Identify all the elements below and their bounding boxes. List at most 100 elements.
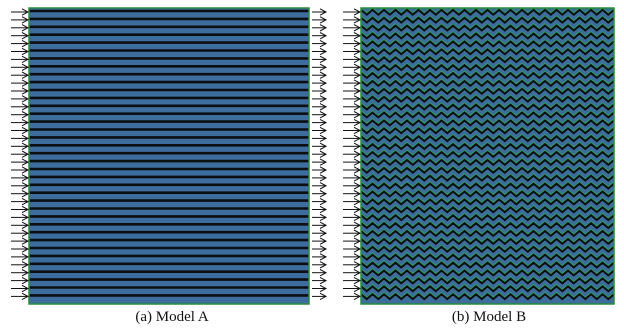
flow-arrow-head — [353, 205, 362, 214]
flow-arrow — [312, 32, 328, 40]
zigzag-wall-green — [361, 149, 614, 156]
flow-arrow-head — [353, 39, 362, 48]
flow-arrow-head — [319, 87, 328, 95]
flow-arrow-head — [21, 118, 30, 127]
flow-arrow — [343, 150, 362, 158]
flow-arrow — [343, 205, 362, 214]
flow-arrow — [11, 261, 30, 269]
flow-arrow-head — [21, 126, 30, 135]
flow-arrow — [343, 118, 362, 127]
flow-arrow-head — [319, 205, 328, 214]
flow-arrow — [11, 134, 30, 143]
flow-arrow — [312, 190, 328, 198]
zigzag-wall-dark — [361, 205, 614, 214]
flow-arrow — [11, 229, 30, 237]
flow-arrow-head — [353, 253, 362, 261]
zigzag-wall-green — [361, 260, 614, 267]
flow-arrow-head — [353, 221, 362, 229]
flow-arrow — [11, 182, 30, 190]
flow-arrow-head — [21, 32, 30, 40]
flow-arrow — [343, 190, 362, 198]
zigzag-wall-dark — [361, 276, 614, 285]
flow-arrow-head — [21, 197, 30, 206]
zigzag-wall-dark — [361, 268, 614, 277]
flow-arrow — [312, 292, 328, 301]
flow-arrow — [11, 39, 30, 48]
flow-arrow-head — [319, 118, 328, 127]
flow-arrow — [343, 126, 362, 135]
flow-arrow — [312, 237, 328, 245]
flow-arrow-head — [319, 134, 328, 143]
zigzag-wall-dark — [361, 221, 614, 230]
flow-arrow — [11, 253, 30, 261]
flow-arrow — [312, 87, 328, 95]
flow-arrow — [343, 24, 362, 32]
zigzag-wall-green — [361, 252, 614, 259]
flow-arrow-head — [353, 245, 362, 253]
flow-arrow-head — [353, 55, 362, 64]
flow-arrow — [343, 292, 362, 301]
flow-arrow-head — [21, 134, 30, 143]
flow-arrow-head — [353, 32, 362, 40]
zigzag-wall-dark — [361, 87, 614, 95]
flow-arrow — [343, 8, 362, 16]
flow-arrow-head — [21, 166, 30, 174]
flow-arrow — [312, 118, 328, 127]
flow-arrow — [343, 55, 362, 64]
zigzag-wall-green — [361, 157, 614, 164]
panel-a-model — [28, 7, 310, 305]
flow-arrow-head — [319, 79, 328, 87]
flow-arrow — [312, 213, 328, 222]
flow-arrow — [343, 213, 362, 222]
zigzag-wall-dark — [361, 252, 614, 261]
flow-arrow-head — [353, 261, 362, 269]
flow-arrow-head — [319, 292, 328, 301]
flow-arrow — [11, 276, 30, 285]
flow-arrow — [312, 245, 328, 253]
flow-arrow-head — [21, 103, 30, 111]
zigzag-wall-green — [361, 39, 614, 45]
flow-arrow — [11, 245, 30, 253]
flow-arrow — [312, 158, 328, 166]
zigzag-wall-green — [361, 54, 614, 61]
zigzag-wall-dark — [361, 71, 614, 80]
flow-arrow-head — [353, 158, 362, 166]
flow-arrow-head — [353, 8, 362, 16]
flow-arrow — [11, 126, 30, 135]
flow-arrow — [343, 229, 362, 237]
flow-arrow — [312, 8, 328, 16]
flow-arrow — [11, 150, 30, 158]
zigzag-wall-green — [361, 78, 614, 85]
zigzag-wall-green — [361, 244, 614, 251]
flow-arrow-head — [319, 39, 328, 48]
flow-arrow-head — [353, 142, 362, 150]
flow-arrow-head — [353, 237, 362, 245]
flow-arrow-head — [319, 190, 328, 198]
flow-arrow — [11, 111, 30, 119]
zigzag-wall-green — [361, 125, 614, 132]
zigzag-wall-dark — [361, 8, 614, 16]
flow-arrow-head — [319, 142, 328, 150]
flow-arrow-head — [21, 276, 30, 285]
flow-arrow-head — [21, 182, 30, 190]
flow-arrow-head — [319, 63, 328, 71]
flow-arrow — [11, 63, 30, 71]
zigzag-wall-green — [361, 197, 614, 203]
zigzag-wall-green — [361, 70, 614, 77]
flow-arrow-head — [21, 142, 30, 150]
flow-arrow — [312, 269, 328, 277]
zigzag-wall-green — [361, 220, 614, 227]
flow-arrow — [312, 24, 328, 32]
flow-arrow-head — [21, 71, 30, 79]
flow-arrow-head — [21, 158, 30, 166]
flow-arrow — [343, 284, 362, 293]
flow-arrow — [11, 16, 30, 24]
flow-arrow-head — [353, 269, 362, 277]
zigzag-wall-dark — [361, 197, 614, 206]
flow-arrow — [11, 284, 30, 293]
flow-arrow-head — [21, 95, 30, 103]
flow-arrow — [312, 253, 328, 261]
flow-arrow-head — [21, 229, 30, 237]
flow-arrow-head — [319, 253, 328, 261]
